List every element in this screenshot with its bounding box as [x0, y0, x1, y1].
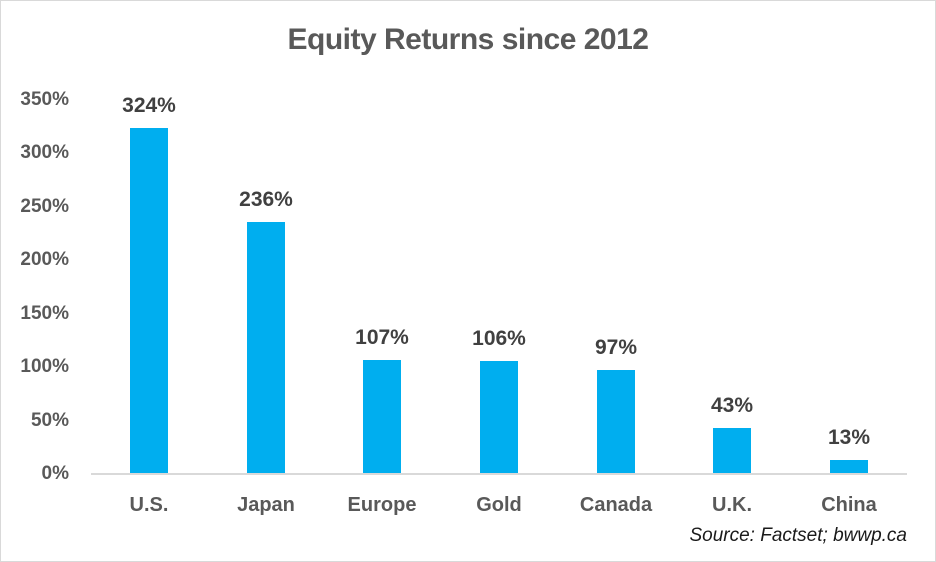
x-category-label: Japan [237, 494, 295, 516]
bar-china [830, 460, 868, 474]
bar-europe [363, 360, 401, 474]
y-tick-label: 250% [20, 195, 69, 217]
x-axis: U.S. Japan Europe Gold Canada U.K. China [91, 493, 907, 521]
y-tick-label: 350% [20, 89, 69, 110]
x-category-label: U.K. [712, 494, 752, 516]
y-axis: 0% 50% 100% 150% 200% 250% 300% 350% [1, 89, 69, 484]
x-category-label: U.S. [129, 494, 169, 516]
data-label: 236% [239, 188, 293, 211]
y-tick-label: 50% [30, 409, 69, 431]
y-tick-label: 300% [20, 142, 69, 164]
data-label: 106% [472, 327, 526, 350]
x-category-label: Canada [579, 494, 653, 516]
y-tick-label: 150% [20, 302, 69, 324]
bar-canada [597, 370, 635, 474]
bar-japan [247, 222, 285, 474]
plot-area: 324% 236% 107% 106% 97% 43% 13% [91, 94, 907, 474]
data-label: 324% [122, 94, 176, 117]
x-category-label: China [821, 494, 877, 516]
bar-uk [713, 428, 751, 474]
data-label: 13% [827, 426, 871, 449]
data-label: 107% [355, 326, 409, 349]
bar-us [130, 128, 168, 474]
data-label: 97% [594, 336, 638, 359]
source-credit: Source: Factset; bwwp.ca [689, 525, 907, 546]
y-tick-label: 200% [20, 249, 69, 271]
y-tick-label: 0% [41, 463, 69, 484]
chart-title: Equity Returns since 2012 [287, 23, 649, 56]
y-tick-label: 100% [20, 356, 69, 378]
x-axis-line [91, 473, 907, 475]
x-category-label: Gold [476, 494, 522, 516]
x-category-label: Europe [347, 494, 417, 516]
data-label: 43% [710, 394, 754, 417]
bar-gold [480, 361, 518, 474]
